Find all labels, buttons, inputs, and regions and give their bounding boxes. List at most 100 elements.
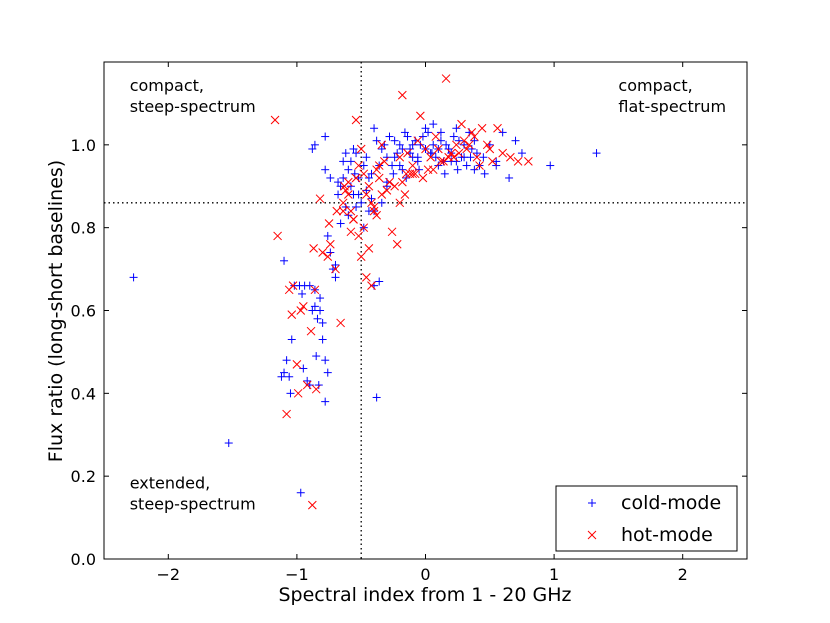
cold-mode-point (389, 169, 398, 178)
plot-frame (103, 61, 748, 560)
cold-mode-point (310, 140, 319, 149)
cold-mode-point (286, 389, 295, 398)
hot-mode-point (340, 181, 349, 191)
cold-mode-point (321, 356, 330, 365)
legend-box (555, 485, 738, 552)
hot-mode-point (462, 144, 472, 154)
hot-mode-point (397, 90, 407, 100)
cold-mode-point (424, 128, 433, 137)
hot-mode-point (336, 318, 345, 328)
cold-mode-point (377, 198, 386, 207)
hot-mode-point (408, 169, 417, 179)
cold-mode-point (382, 153, 391, 162)
cold-mode-point (224, 439, 233, 448)
y-tick-label: 0.2 (71, 467, 96, 486)
cold-mode-point (429, 140, 438, 149)
hot-mode-point (421, 144, 430, 154)
hot-mode-point (349, 215, 358, 224)
cold-mode-point (498, 128, 507, 137)
cold-mode-point (280, 368, 289, 377)
cold-mode-point (367, 169, 376, 178)
hot-mode-point (488, 157, 497, 166)
legend-cold-label: cold-mode (621, 492, 721, 514)
cold-mode-point (318, 335, 327, 344)
cold-mode-point (460, 140, 469, 149)
hot-mode-point (413, 136, 423, 146)
hot-mode-point (387, 227, 397, 237)
hot-mode-point (292, 359, 302, 369)
cold-mode-point (318, 318, 327, 327)
cold-mode-point (339, 157, 348, 166)
hot-mode-point (369, 202, 379, 212)
hot-mode-point (416, 111, 425, 121)
hot-mode-point (506, 152, 515, 162)
hot-mode-point (346, 206, 356, 216)
hot-mode-point (390, 181, 399, 191)
cold-mode-point (382, 182, 391, 191)
hot-mode-point (434, 144, 443, 154)
y-tick-label: 0.6 (71, 302, 96, 321)
cold-mode-point (408, 153, 417, 162)
hot-mode-point (410, 169, 420, 179)
cold-mode-point (321, 397, 330, 406)
cold-mode-point (344, 165, 353, 174)
cold-mode-point (416, 140, 425, 149)
y-tick-label: 0.8 (71, 219, 96, 238)
hot-mode-point (361, 190, 371, 199)
cold-mode-point (479, 153, 488, 162)
cold-mode-point (336, 182, 345, 191)
legend-cold-plus (588, 499, 596, 507)
annotation-line: compact, (618, 76, 692, 95)
cold-mode-point (344, 211, 353, 220)
hot-mode-point (273, 231, 282, 241)
annotation-line: compact, (130, 76, 204, 95)
cold-mode-point (287, 335, 296, 344)
cold-mode-point (321, 165, 330, 174)
hot-mode-point (374, 161, 384, 170)
hot-mode-point (426, 152, 435, 162)
hot-mode-point (436, 157, 446, 166)
hot-mode-point (475, 161, 484, 170)
cold-mode-point (470, 136, 479, 145)
cold-mode-point (434, 161, 443, 170)
cold-mode-point (460, 153, 469, 162)
legend-cold-marker (588, 499, 596, 507)
hot-mode-point (446, 148, 456, 158)
legend: cold-mode hot-mode (555, 485, 738, 552)
y-tick-label: 0.4 (71, 384, 96, 403)
hot-mode-point (513, 157, 523, 166)
cold-mode-point (331, 260, 340, 269)
cold-mode-point (472, 149, 481, 158)
hot-mode-point (356, 252, 366, 262)
hot-mode-point (288, 281, 298, 291)
hot-mode-point (270, 115, 280, 125)
hot-mode-point (307, 500, 317, 510)
legend-hot-label: hot-mode (621, 524, 713, 546)
hot-mode-point (418, 173, 428, 183)
cold-mode-point (285, 372, 294, 381)
cold-mode-point (339, 173, 348, 182)
cold-mode-point (400, 128, 409, 137)
cold-mode-point (592, 149, 601, 158)
hot-mode-point (359, 223, 369, 233)
hot-mode-point (356, 144, 366, 154)
cold-mode-point (408, 140, 417, 149)
hot-mode-point (282, 409, 291, 419)
hot-mode-point (377, 140, 387, 150)
cold-mode-point (385, 132, 394, 141)
cold-mode-point (440, 169, 449, 178)
cold-mode-point (331, 273, 340, 282)
cold-mode-point (298, 289, 307, 298)
hot-mode-point (306, 326, 316, 336)
hot-mode-point (482, 140, 492, 150)
hot-mode-point (395, 198, 405, 208)
cold-mode-point (334, 190, 343, 199)
hot-mode-point (359, 169, 369, 179)
hot-mode-point (343, 190, 353, 199)
cold-mode-point (395, 161, 404, 170)
hot-mode-point (354, 161, 363, 170)
x-tick-label: 0 (420, 565, 430, 584)
cold-mode-point (296, 488, 305, 497)
hot-mode-point (351, 115, 361, 125)
hot-mode-point (392, 239, 402, 249)
